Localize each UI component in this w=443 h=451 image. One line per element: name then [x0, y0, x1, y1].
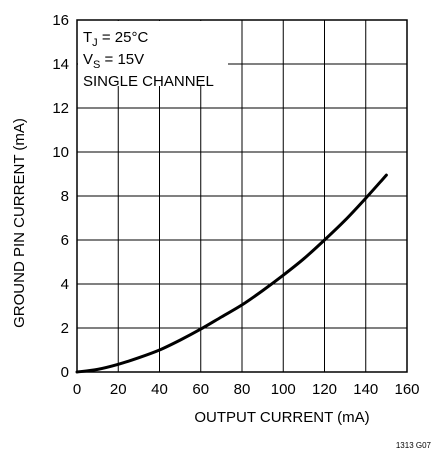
x-tick-label: 20: [110, 381, 127, 398]
x-tick-label: 100: [271, 381, 296, 398]
y-tick-label: 14: [52, 56, 69, 73]
x-tick-labels: 0 20 40 60 80 100 120 140 160: [73, 381, 420, 398]
x-tick-label: 40: [151, 381, 168, 398]
y-tick-label: 10: [52, 144, 69, 161]
x-tick-label: 0: [73, 381, 81, 398]
x-tick-label: 120: [312, 381, 337, 398]
y-tick-label: 12: [52, 100, 69, 117]
y-tick-label: 0: [61, 364, 69, 381]
y-tick-label: 4: [61, 276, 69, 293]
y-tick-label: 6: [61, 232, 69, 249]
y-tick-label: 8: [61, 188, 69, 205]
annotation-channel: SINGLE CHANNEL: [83, 73, 214, 90]
y-tick-label: 16: [52, 12, 69, 29]
plot-frame: [76, 19, 408, 373]
grid: [77, 20, 407, 372]
x-axis-label: OUTPUT CURRENT (mA): [194, 409, 369, 426]
x-tick-label: 140: [353, 381, 378, 398]
annotation-tj: TJ = 25°C: [83, 29, 148, 49]
annotation-box: [78, 21, 228, 86]
y-axis-label: GROUND PIN CURRENT (mA): [11, 118, 28, 328]
y-tick-labels: 0 2 4 6 8 10 12 14 16: [52, 12, 69, 381]
x-tick-label: 160: [394, 381, 419, 398]
series-line: [75, 173, 388, 374]
x-tick-label: 80: [234, 381, 251, 398]
x-tick-label: 60: [192, 381, 209, 398]
figure-number: 1313 G07: [396, 441, 432, 450]
annotation-vs: VS = 15V: [83, 51, 144, 71]
y-tick-label: 2: [61, 320, 69, 337]
